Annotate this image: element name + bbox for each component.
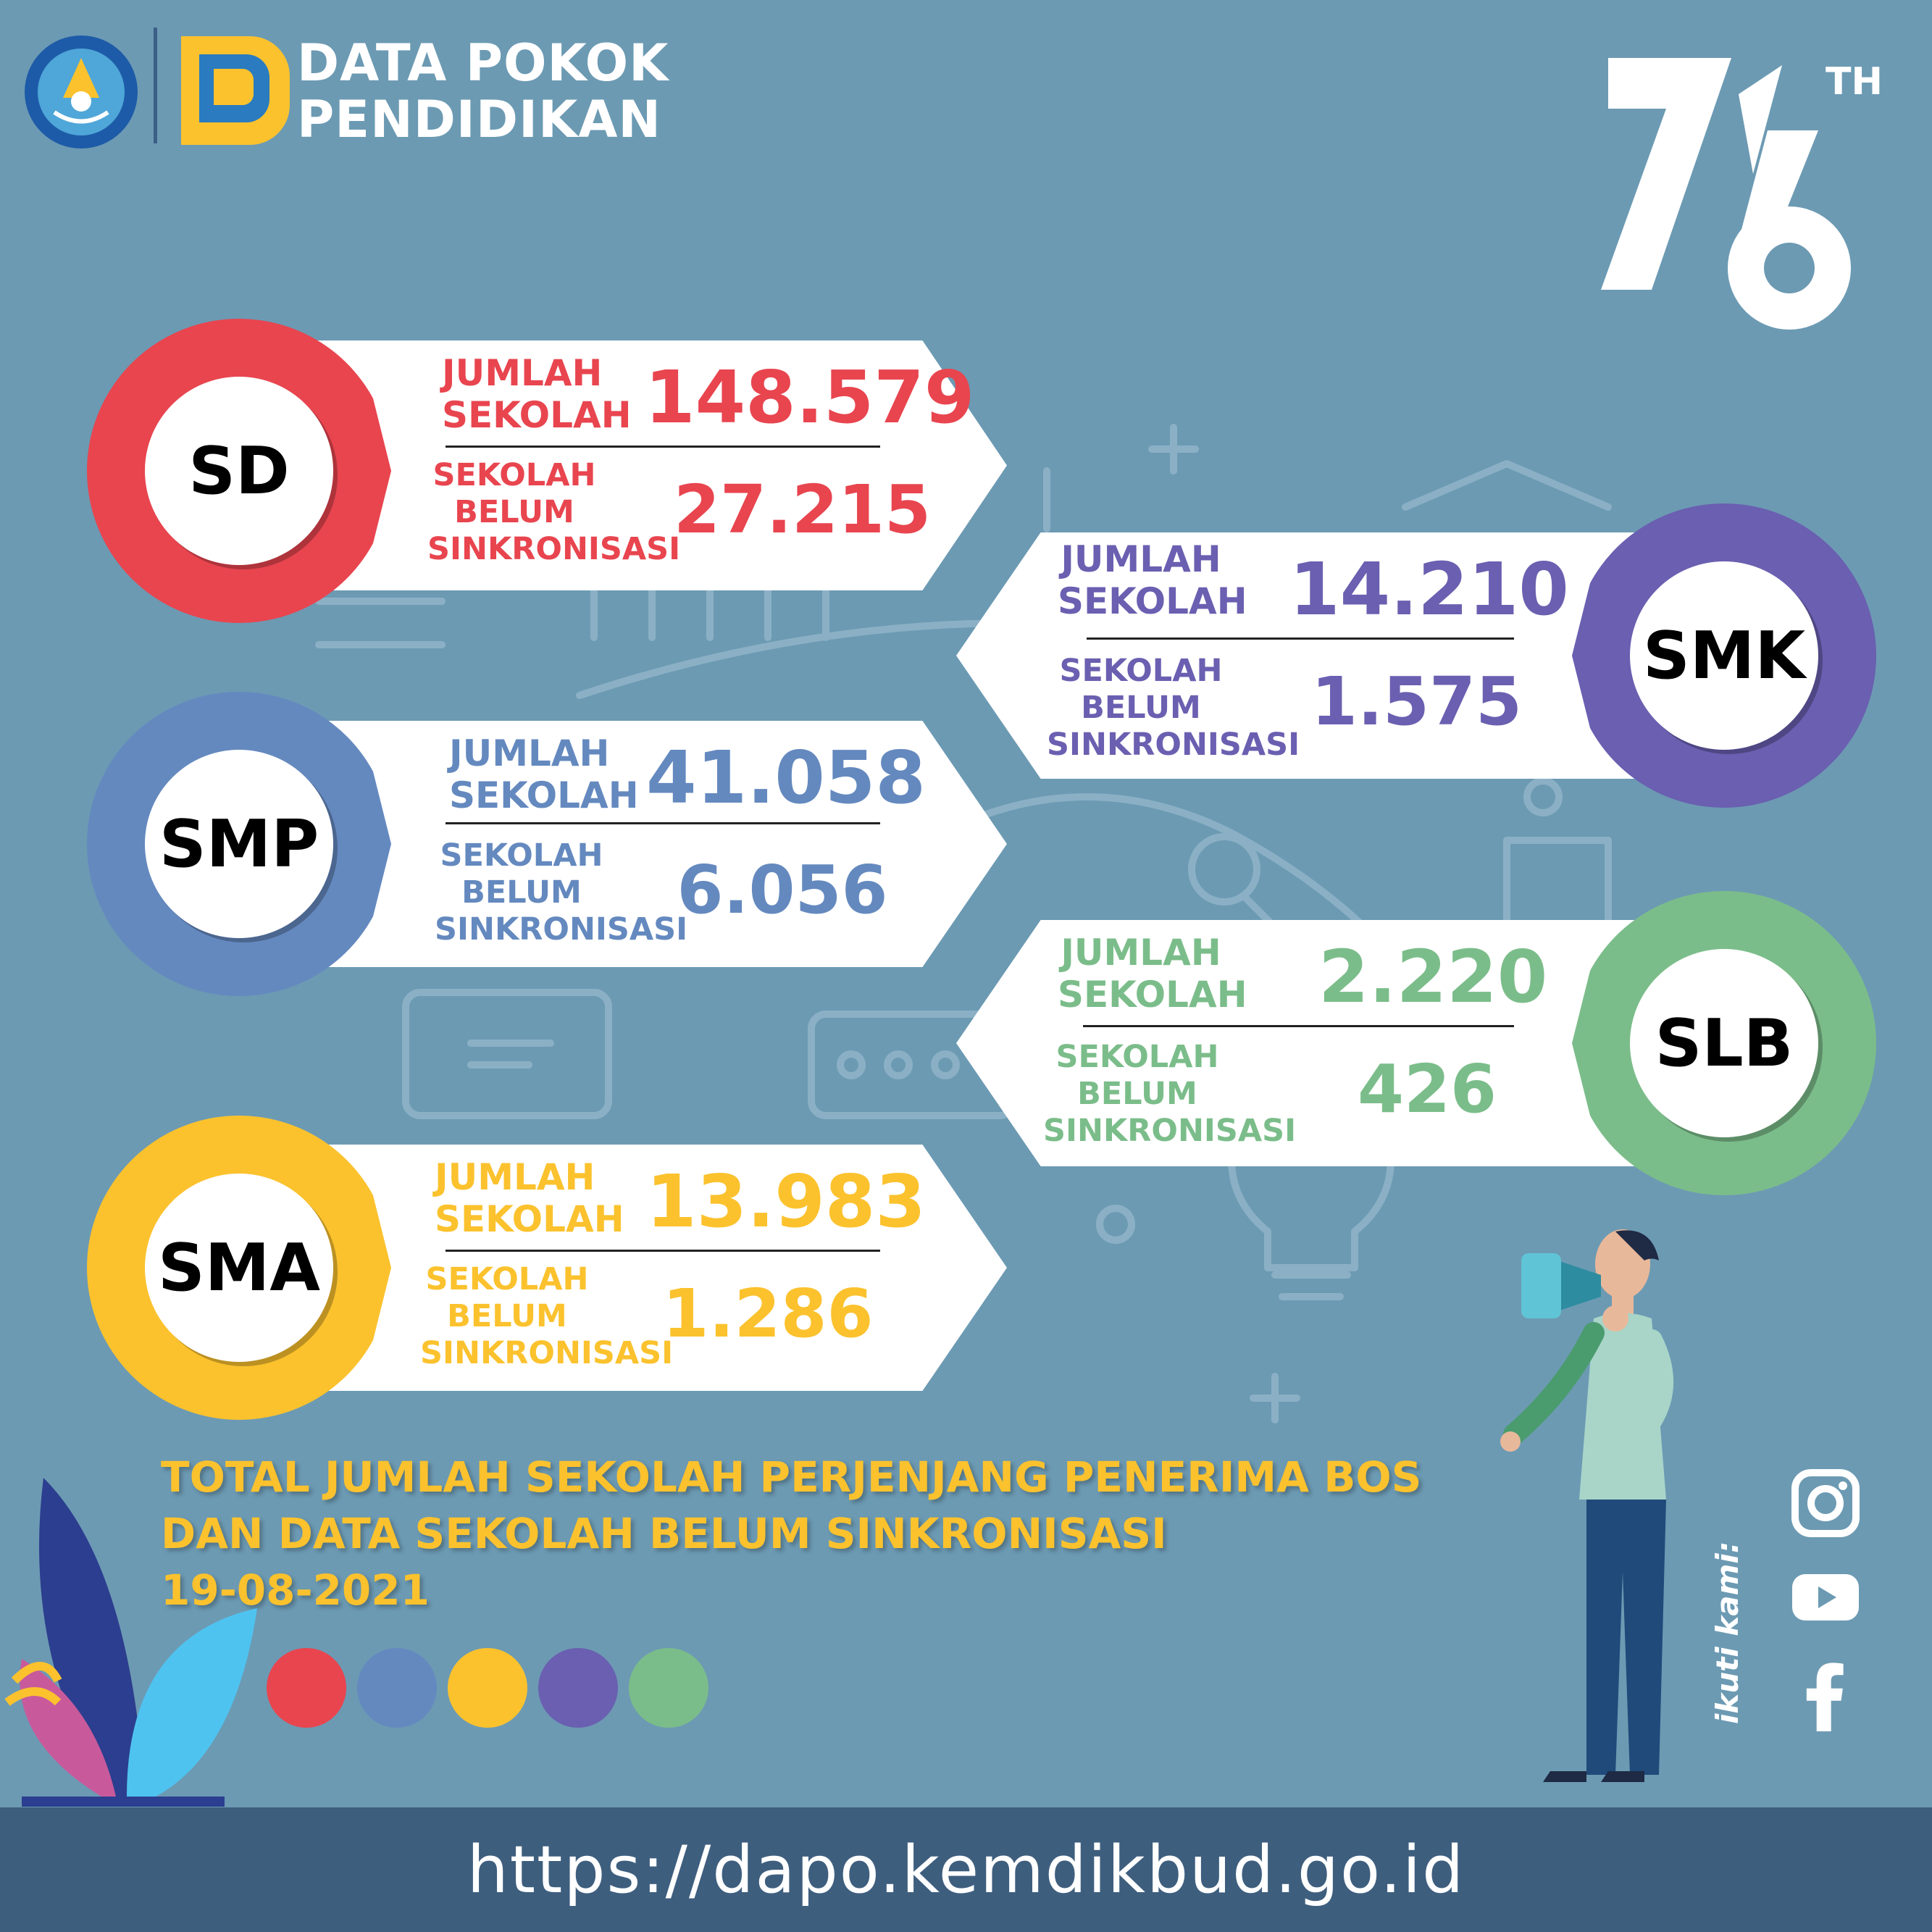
smp-label-total: JUMLAH SEKOLAH xyxy=(449,732,639,816)
badge-smk-circle: SMK xyxy=(1630,561,1818,750)
sma-label-unsynced-line1: SEKOLAH xyxy=(425,1261,589,1297)
sma-label-unsynced-line3: SINKRONISASI xyxy=(420,1335,674,1371)
sma-label-total: JUMLAH SEKOLAH xyxy=(435,1156,624,1240)
summary-text: TOTAL JUMLAH SEKOLAH PERJENJANG PENERIMA… xyxy=(161,1449,1422,1618)
smp-label-unsynced: SEKOLAH BELUM SINKRONISASI xyxy=(435,837,688,948)
sma-total-value: 13.983 xyxy=(646,1159,926,1244)
footer-url-text[interactable]: https://dapo.kemdikbud.go.id xyxy=(467,1831,1465,1908)
smp-label-unsynced-line3: SINKRONISASI xyxy=(435,911,688,948)
slb-separator xyxy=(1083,1025,1514,1027)
follow-text: ikuti kami: xyxy=(1710,1541,1745,1724)
sma-label-total-line2: SEKOLAH xyxy=(435,1198,624,1240)
slb-label-unsynced-line3: SINKRONISASI xyxy=(1043,1113,1297,1149)
sd-unsynced-value: 27.215 xyxy=(674,471,932,548)
footer-bar xyxy=(0,1807,1932,1932)
person-megaphone-illustration xyxy=(1500,1229,1673,1782)
smp-label-unsynced-line2: BELUM xyxy=(461,874,582,911)
brand-title: DATA POKOK PENDIDIKAN xyxy=(297,35,669,148)
card-smk-content: JUMLAH SEKOLAH 14.210 SEKOLAH BELUM SINK… xyxy=(956,532,1724,779)
smp-label-total-line2: SEKOLAH xyxy=(449,774,639,816)
smk-separator xyxy=(1087,637,1514,640)
badge-sma: SMA xyxy=(87,1115,391,1421)
smk-label-total-line1: JUMLAH xyxy=(1061,538,1221,580)
smk-label-total-line2: SEKOLAH xyxy=(1058,580,1247,622)
smk-label-unsynced: SEKOLAH BELUM SINKRONISASI xyxy=(1047,653,1300,763)
footer-url[interactable]: https://dapo.kemdikbud.go.id xyxy=(0,1807,1932,1932)
follow-label: ikuti kami: xyxy=(1710,1541,1768,1724)
youtube-icon[interactable] xyxy=(1789,1561,1862,1634)
logo-divider xyxy=(154,28,157,143)
badge-smk: SMK xyxy=(1572,503,1876,808)
badge-sd-circle: SD xyxy=(145,377,333,565)
smk-label-unsynced-line1: SEKOLAH xyxy=(1059,653,1223,689)
plant-illustration xyxy=(4,1478,257,1807)
sd-label-total-line2: SEKOLAH xyxy=(442,394,632,436)
badge-sma-circle: SMA xyxy=(145,1174,333,1362)
sd-label-unsynced: SEKOLAH BELUM SINKRONISASI xyxy=(427,457,681,567)
dapodik-logo xyxy=(181,36,290,145)
smk-total-value: 14.210 xyxy=(1289,547,1569,632)
badge-sd: SD xyxy=(87,318,391,624)
slb-total-value: 2.220 xyxy=(1318,934,1548,1019)
anniversary-suffix: TH xyxy=(1826,60,1883,104)
sd-label-unsynced-line2: BELUM xyxy=(454,494,574,530)
sma-label-unsynced: SEKOLAH BELUM SINKRONISASI xyxy=(420,1261,674,1371)
dot-red xyxy=(267,1648,346,1728)
card-slb-content: JUMLAH SEKOLAH 2.220 SEKOLAH BELUM SINKR… xyxy=(956,920,1724,1166)
sd-label-total: JUMLAH SEKOLAH xyxy=(442,352,632,436)
smk-label-total: JUMLAH SEKOLAH xyxy=(1058,538,1247,622)
sma-label-unsynced-line2: BELUM xyxy=(447,1298,567,1334)
slb-label-total: JUMLAH SEKOLAH xyxy=(1058,932,1247,1016)
smp-label-total-line1: JUMLAH xyxy=(449,732,610,774)
badge-slb-circle: SLB xyxy=(1630,949,1818,1137)
badge-sma-label: SMA xyxy=(157,1229,321,1306)
smk-label-unsynced-line3: SINKRONISASI xyxy=(1047,727,1300,763)
card-sd-content: JUMLAH SEKOLAH 148.579 SEKOLAH BELUM SIN… xyxy=(239,340,1007,590)
instagram-icon[interactable] xyxy=(1789,1467,1862,1539)
summary-line-1: TOTAL JUMLAH SEKOLAH PERJENJANG PENERIMA… xyxy=(161,1452,1422,1502)
badge-slb-label: SLB xyxy=(1655,1005,1794,1082)
sma-separator xyxy=(446,1250,880,1252)
sma-label-total-line1: JUMLAH xyxy=(435,1156,595,1198)
sd-total-value: 148.579 xyxy=(645,355,975,440)
sd-separator xyxy=(446,446,880,448)
badge-smp-circle: SMP xyxy=(145,750,333,938)
smp-separator xyxy=(446,822,880,824)
card-sma-content: JUMLAH SEKOLAH 13.983 SEKOLAH BELUM SINK… xyxy=(239,1145,1007,1391)
card-smp-content: JUMLAH SEKOLAH 41.058 SEKOLAH BELUM SINK… xyxy=(239,721,1007,967)
smp-total-value: 41.058 xyxy=(646,735,926,820)
badge-sd-label: SD xyxy=(188,432,290,509)
slb-label-total-line1: JUMLAH xyxy=(1061,932,1221,974)
summary-date: 19-08-2021 xyxy=(161,1565,430,1615)
slb-label-unsynced-line2: BELUM xyxy=(1077,1076,1197,1112)
slb-label-total-line2: SEKOLAH xyxy=(1058,974,1247,1016)
dot-green xyxy=(629,1648,708,1728)
brand-line-1: DATA POKOK xyxy=(297,33,669,93)
sd-label-unsynced-line3: SINKRONISASI xyxy=(427,531,681,567)
dot-yellow xyxy=(448,1648,527,1728)
sd-label-unsynced-line1: SEKOLAH xyxy=(432,457,596,493)
badge-smk-label: SMK xyxy=(1642,617,1806,694)
smk-label-unsynced-line2: BELUM xyxy=(1081,690,1201,726)
slb-unsynced-value: 426 xyxy=(1357,1050,1497,1128)
brand-line-2: PENDIDIKAN xyxy=(297,90,662,149)
smp-label-unsynced-line1: SEKOLAH xyxy=(440,837,603,874)
slb-label-unsynced-line1: SEKOLAH xyxy=(1055,1039,1219,1075)
badge-smp-label: SMP xyxy=(159,806,319,882)
slb-label-unsynced: SEKOLAH BELUM SINKRONISASI xyxy=(1043,1039,1297,1149)
anniversary-76-logo: TH xyxy=(1601,58,1883,330)
sma-unsynced-value: 1.286 xyxy=(662,1275,874,1352)
badge-smp: SMP xyxy=(87,691,391,997)
smp-unsynced-value: 6.056 xyxy=(677,851,888,929)
facebook-icon[interactable] xyxy=(1789,1659,1862,1731)
color-dots xyxy=(267,1648,708,1728)
summary-line-2: DAN DATA SEKOLAH BELUM SINKRONISASI xyxy=(161,1509,1167,1558)
badge-slb: SLB xyxy=(1572,890,1876,1196)
dot-blue xyxy=(357,1648,437,1728)
kemendikbud-logo xyxy=(25,35,138,149)
smk-unsynced-value: 1.575 xyxy=(1311,663,1523,740)
sd-label-total-line1: JUMLAH xyxy=(442,352,603,394)
dot-purple xyxy=(538,1648,618,1728)
